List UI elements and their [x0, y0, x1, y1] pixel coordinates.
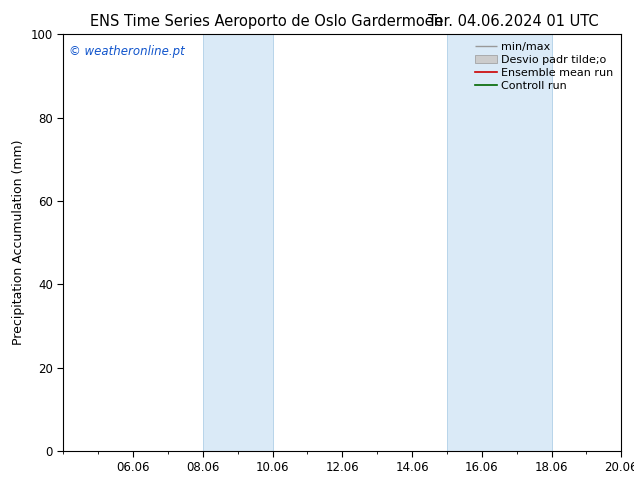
Text: ENS Time Series Aeroporto de Oslo Gardermoen: ENS Time Series Aeroporto de Oslo Garder…: [90, 14, 443, 29]
Text: Ter. 04.06.2024 01 UTC: Ter. 04.06.2024 01 UTC: [428, 14, 599, 29]
Bar: [447, 34, 552, 451]
Bar: [203, 34, 273, 451]
Legend: min/max, Desvio padr tilde;o, Ensemble mean run, Controll run: min/max, Desvio padr tilde;o, Ensemble m…: [472, 40, 616, 93]
Text: © weatheronline.pt: © weatheronline.pt: [69, 45, 184, 58]
Y-axis label: Precipitation Accumulation (mm): Precipitation Accumulation (mm): [12, 140, 25, 345]
